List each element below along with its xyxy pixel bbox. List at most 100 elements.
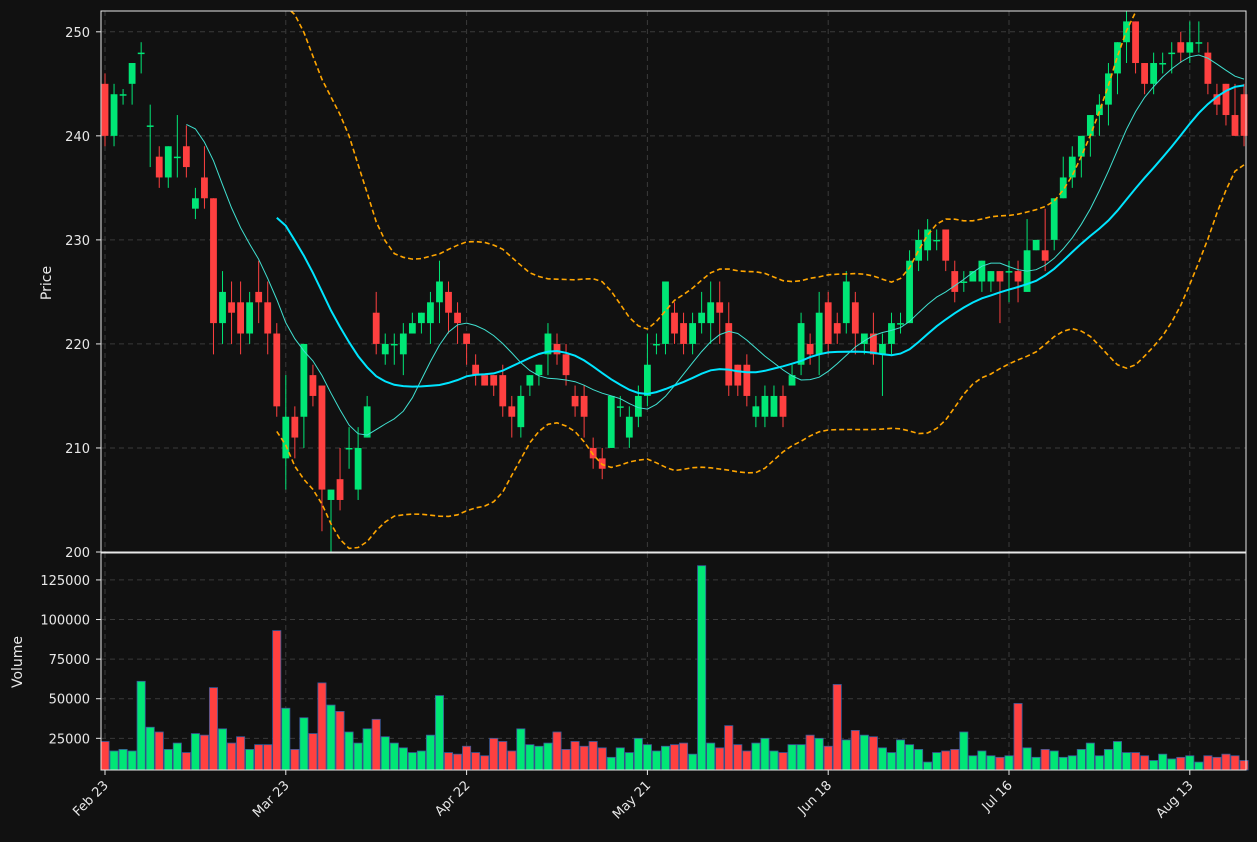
candle-body [689, 323, 696, 344]
candle-body [616, 406, 624, 408]
price-axis-label: Price [39, 266, 55, 300]
volume-bar [778, 752, 788, 771]
volume-bar [977, 750, 987, 771]
volume-bar [914, 749, 924, 771]
candle-body [228, 302, 235, 313]
volume-bar [850, 730, 860, 771]
panel-frames [96, 10, 1247, 775]
candle-body [707, 302, 715, 324]
candle-body [146, 125, 154, 127]
candle-body [553, 343, 561, 355]
candle-body [201, 177, 208, 199]
candle-body [173, 156, 181, 159]
volume-bar [326, 704, 336, 771]
volume-bar [118, 749, 128, 771]
volume-bar [245, 749, 255, 771]
volume-bar [281, 707, 291, 771]
candle-body [399, 333, 407, 355]
candle-body [653, 343, 660, 346]
volume-axis-label: Volume [10, 636, 26, 688]
candle-body [237, 302, 244, 334]
candle-body [924, 229, 932, 251]
volume-bar [218, 728, 228, 771]
volume-bar [905, 744, 915, 771]
bollinger-lower-line [276, 164, 1245, 550]
candle-body [327, 489, 335, 500]
candle-body [544, 333, 552, 355]
volume-bar [489, 737, 499, 771]
volume-bar [715, 747, 725, 771]
candle-body [110, 94, 118, 136]
candle-body [517, 395, 525, 428]
volume-bar [814, 737, 824, 771]
candle-body [1132, 21, 1139, 64]
candle-body [906, 260, 913, 324]
candle-body [345, 447, 353, 450]
candle-body [1141, 63, 1148, 84]
candle-body [255, 291, 263, 303]
volume-bar [398, 747, 408, 771]
volume-bar [525, 744, 535, 771]
volume-tick-label: 25000 [49, 732, 90, 747]
price-tick-label: 230 [65, 234, 90, 249]
candle-body [1150, 63, 1158, 84]
candle-body [987, 271, 995, 282]
volume-bar [769, 750, 779, 771]
candle-body [246, 302, 254, 334]
volume-bar [923, 761, 933, 771]
volume-bar [199, 734, 209, 771]
volume-bar [335, 710, 345, 771]
candle-body [797, 323, 805, 365]
candle-body [1177, 42, 1185, 53]
price-tick-label: 220 [65, 338, 90, 353]
volume-bar [380, 736, 390, 771]
candle-body [815, 312, 823, 355]
candle-body [833, 323, 841, 334]
volume-bar [1158, 753, 1168, 771]
volume-bar [1067, 755, 1077, 771]
bollinger-upper-line [289, 11, 1138, 330]
volume-bar [1203, 755, 1213, 771]
volume-bar [724, 725, 734, 771]
candle-body [978, 260, 986, 282]
volume-bar [588, 741, 598, 771]
volume-bar [552, 731, 562, 771]
volume-bar [859, 734, 869, 771]
volume-bar [959, 731, 969, 771]
candle-body [1105, 73, 1112, 105]
volume-bar [624, 752, 634, 771]
volume-bar [986, 755, 996, 771]
volume-bar [498, 741, 508, 771]
candle-body [716, 302, 724, 313]
x-tick-label: Mar 23 [250, 778, 293, 821]
candle-body [788, 375, 796, 386]
volume-bar [832, 684, 842, 771]
price-tick-label: 200 [65, 546, 90, 561]
volume-bar [1185, 755, 1195, 771]
volume-tick-label: 100000 [40, 614, 90, 629]
candle-body [318, 385, 326, 490]
volume-bar [407, 752, 417, 771]
candle-body [1059, 177, 1067, 199]
candle-body [418, 312, 425, 324]
candle-body [806, 343, 814, 355]
volume-bar [371, 718, 381, 771]
volume-bar [932, 752, 942, 771]
volume-bar [1013, 703, 1023, 771]
volume-bar [434, 695, 444, 771]
price-tick-label: 210 [65, 442, 90, 457]
candle-body [580, 395, 588, 417]
volume-bar [389, 742, 399, 771]
candle-body [526, 375, 534, 386]
candle-body [1014, 271, 1022, 282]
candle-body [1041, 250, 1049, 261]
candle-body [671, 312, 678, 334]
candle-body [969, 271, 977, 282]
candle-body [1213, 94, 1221, 105]
volume-bar [733, 744, 743, 771]
volume-bar [697, 565, 707, 771]
volume-bar [706, 742, 716, 771]
volume-bar [670, 744, 680, 771]
volume-bar [1058, 756, 1068, 771]
volume-bar [516, 728, 526, 771]
